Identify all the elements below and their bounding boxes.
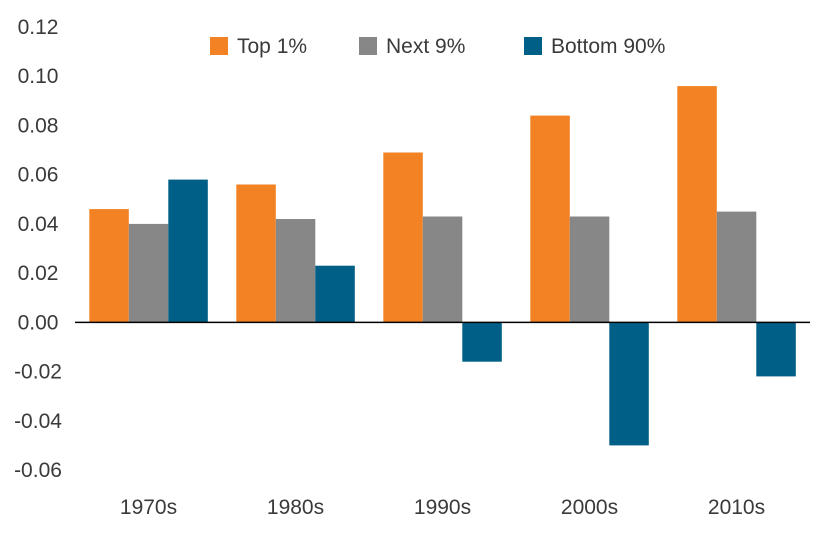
bar-bottom-90 — [462, 322, 502, 362]
bar-bottom-90 — [756, 322, 796, 377]
x-tick-label: 1990s — [414, 496, 471, 519]
bar-groups — [89, 86, 796, 446]
y-tick-label: -0.06 — [14, 459, 62, 482]
bar-next-9 — [422, 216, 463, 323]
bar-top-1 — [677, 86, 717, 323]
x-tick-label: 1980s — [267, 496, 324, 519]
y-tick-label: 0.08 — [18, 114, 59, 137]
bar-top-1 — [89, 209, 129, 323]
y-tick-label: -0.02 — [14, 361, 62, 384]
bar-next-9 — [716, 211, 757, 323]
y-tick-label: 0.04 — [18, 213, 59, 236]
y-tick-label: -0.04 — [14, 410, 62, 433]
bar-top-1 — [530, 115, 570, 323]
y-tick-label: 0.10 — [18, 65, 59, 88]
bar-next-9 — [569, 216, 610, 323]
y-tick-label: 0.12 — [18, 16, 59, 39]
bar-group — [236, 184, 355, 323]
y-tick-label: 0.02 — [18, 262, 59, 285]
legend-item: Top 1% — [210, 35, 307, 58]
bar-top-1 — [383, 152, 423, 323]
legend-item: Bottom 90% — [524, 35, 665, 58]
legend-label: Bottom 90% — [551, 35, 665, 58]
x-tick-label: 1970s — [120, 496, 177, 519]
y-tick-label: 0.00 — [18, 311, 59, 334]
legend-swatch — [359, 37, 377, 55]
legend: Top 1% Next 9% Bottom 90% — [210, 35, 665, 58]
bar-bottom-90 — [609, 322, 649, 446]
bar-group — [89, 179, 208, 323]
x-tick-label: 2000s — [561, 496, 618, 519]
legend-swatch — [210, 37, 228, 55]
y-axis-ticks: 0.12 0.10 0.08 0.06 0.04 0.02 0.00 -0.02 -0.04 -0… — [14, 16, 62, 482]
legend-label: Next 9% — [386, 35, 465, 58]
legend-swatch — [524, 37, 542, 55]
bar-bottom-90 — [315, 265, 355, 323]
bar-group — [677, 86, 796, 377]
legend-item: Next 9% — [359, 35, 465, 58]
legend-label: Top 1% — [237, 35, 307, 58]
bar-group — [530, 115, 649, 446]
bar-group — [383, 152, 502, 362]
y-tick-label: 0.06 — [18, 164, 59, 187]
bar-next-9 — [128, 223, 169, 323]
bar-top-1 — [236, 184, 276, 323]
x-tick-label: 2010s — [708, 496, 765, 519]
x-axis-ticks: 1970s 1980s 1990s 2000s 2010s — [120, 496, 765, 519]
bar-bottom-90 — [168, 179, 208, 323]
bar-next-9 — [275, 219, 316, 323]
